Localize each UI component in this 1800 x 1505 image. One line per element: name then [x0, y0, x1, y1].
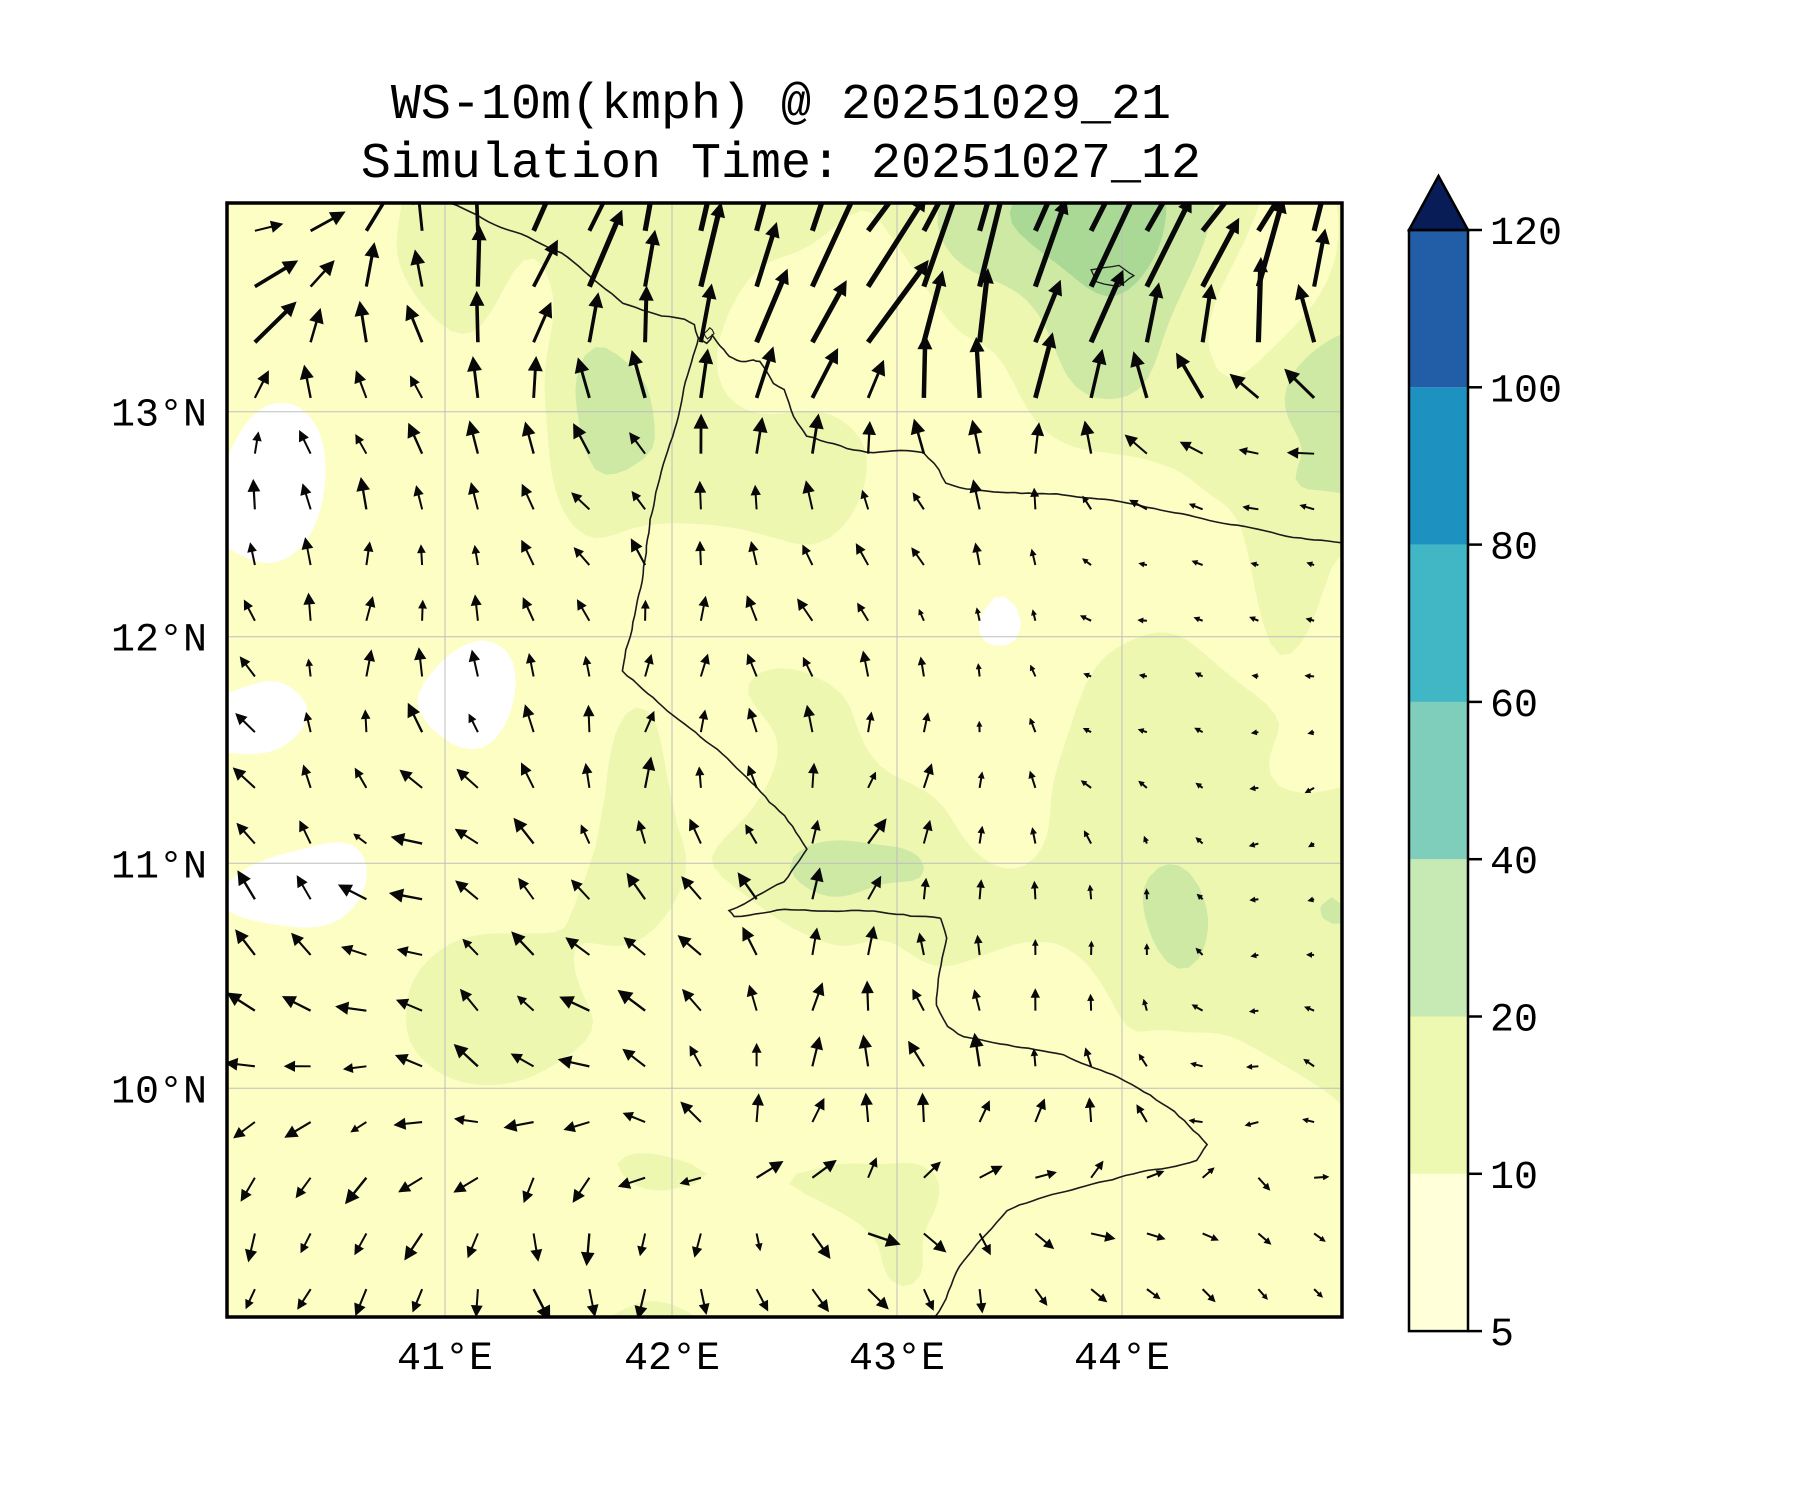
- svg-text:20: 20: [1490, 999, 1538, 1044]
- svg-text:43°E: 43°E: [849, 1337, 945, 1382]
- svg-text:10: 10: [1490, 1156, 1538, 1201]
- svg-text:41°E: 41°E: [397, 1337, 493, 1382]
- svg-text:12°N: 12°N: [111, 619, 207, 664]
- svg-text:13°N: 13°N: [111, 394, 207, 439]
- svg-text:120: 120: [1490, 212, 1562, 257]
- svg-text:80: 80: [1490, 527, 1538, 572]
- svg-text:5: 5: [1490, 1313, 1514, 1358]
- svg-text:11°N: 11°N: [111, 845, 207, 890]
- svg-text:42°E: 42°E: [624, 1337, 720, 1382]
- svg-text:40: 40: [1490, 841, 1538, 886]
- svg-text:60: 60: [1490, 684, 1538, 729]
- svg-text:10°N: 10°N: [111, 1070, 207, 1115]
- svg-text:Simulation Time: 20251027_12: Simulation Time: 20251027_12: [361, 136, 1201, 193]
- svg-text:100: 100: [1490, 369, 1562, 414]
- svg-text:44°E: 44°E: [1074, 1337, 1170, 1382]
- svg-text:WS-10m(kmph) @ 20251029_21: WS-10m(kmph) @ 20251029_21: [391, 77, 1171, 134]
